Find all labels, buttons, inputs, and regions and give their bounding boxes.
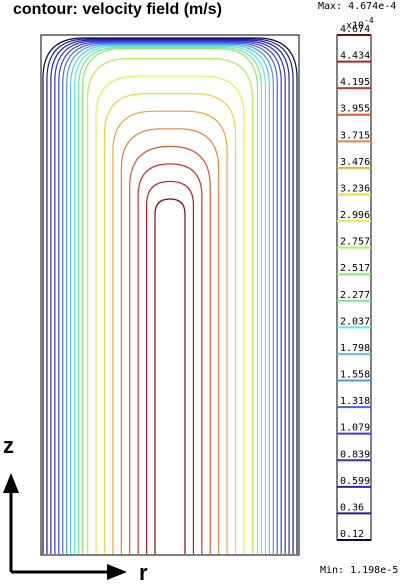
- colorbar-tick-label-6: 1.558: [340, 370, 370, 381]
- contour-line-12: [95, 75, 245, 554]
- plot-frame: [40, 34, 300, 556]
- contour-line-13: [103, 93, 237, 554]
- contour-line-15: [120, 128, 220, 554]
- colorbar-tick-label-2: 0.599: [340, 476, 370, 487]
- colorbar-tick-label-14: 3.476: [340, 157, 370, 168]
- contour-line-0: [42, 37, 298, 554]
- contour-line-5: [62, 42, 278, 554]
- contour-line-18: [145, 180, 195, 554]
- colorbar-tick-label-11: 2.757: [340, 237, 370, 248]
- min-label: Min: 1.198e-5: [320, 565, 399, 576]
- contour-line-4: [58, 41, 282, 554]
- contour-line-11: [87, 58, 253, 554]
- z-axis-label: z: [3, 433, 14, 458]
- contour-line-2: [50, 39, 290, 554]
- r-arrowhead: [107, 564, 127, 580]
- chart-title: contour: velocity field (m/s): [13, 1, 222, 18]
- colorbar-tick-label-13: 3.236: [340, 183, 370, 194]
- colorbar-multiplier: x10-4: [346, 16, 374, 32]
- colorbar-tick-label-8: 2.037: [340, 316, 370, 327]
- contour-line-16: [129, 145, 211, 554]
- colorbar-tick-label-4: 1.079: [340, 423, 370, 434]
- colorbar-tick-label-19: 4.674: [340, 24, 370, 35]
- colorbar-exponent: -4: [364, 16, 374, 25]
- colorbar-tick-label-17: 4.195: [340, 77, 370, 88]
- colorbar-tick-label-9: 2.277: [340, 290, 370, 301]
- colorbar-tick-label-0: 0.12: [340, 529, 364, 540]
- colorbar-tick-label-12: 2.996: [340, 210, 370, 221]
- contour-line-19: [154, 198, 186, 554]
- contour-line-17: [137, 163, 203, 554]
- contour-line-8: [73, 45, 267, 554]
- contour-line-9: [77, 46, 263, 554]
- colorbar-tick-label-16: 3.955: [340, 104, 370, 115]
- contour-line-6: [66, 43, 274, 554]
- colorbar-tick-label-3: 0.839: [340, 449, 370, 460]
- axes-arrows: [3, 473, 127, 580]
- colorbar: 0.12 0.36 0.599 0.839 1.079 1.318 1.558 1.798 2.…: [336, 24, 372, 541]
- contour-line-7: [70, 44, 270, 554]
- z-arrowhead: [3, 473, 19, 493]
- contour-line-1: [46, 38, 294, 554]
- colorbar-tick-label-18: 4.434: [340, 51, 370, 62]
- colorbar-tick-label-1: 0.36: [340, 502, 364, 513]
- colorbar-tick-label-5: 1.318: [340, 396, 370, 407]
- colorbar-tick-label-7: 1.798: [340, 343, 370, 354]
- contour-line-14: [112, 110, 228, 554]
- contour-lines: [42, 37, 298, 554]
- max-label: Max: 4.674e-4: [318, 1, 397, 12]
- contour-line-10: [81, 47, 259, 554]
- contour-line-3: [54, 40, 286, 554]
- colorbar-tick-label-15: 3.715: [340, 130, 370, 141]
- r-axis-label: r: [139, 560, 148, 585]
- colorbar-tick-label-10: 2.517: [340, 263, 370, 274]
- colorbar-multiplier-base: x10: [346, 20, 365, 32]
